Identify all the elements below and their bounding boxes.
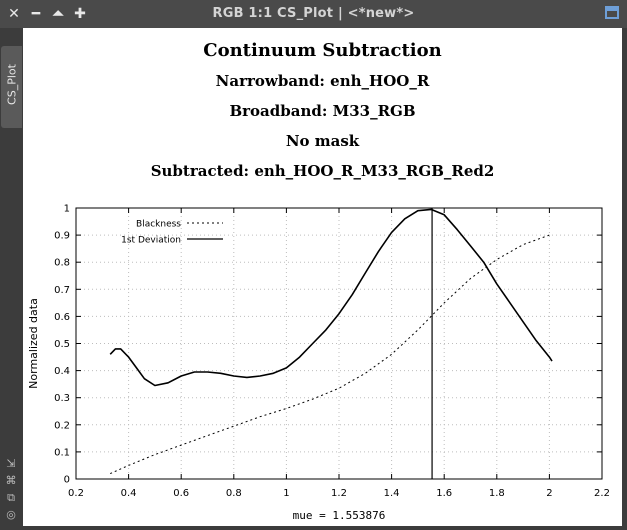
- clone-icon[interactable]: ⧉: [7, 491, 15, 504]
- blackness-series-line: [109, 234, 550, 475]
- x-tick-label: 0.2: [68, 488, 84, 499]
- chart-legend: Blackness 1st Deviation: [121, 220, 223, 246]
- maximize-icon[interactable]: ✚: [74, 6, 86, 22]
- side-buttons: ⇲ ⌘ ⧉ ◎: [4, 457, 18, 522]
- y-tick-label: 0.6: [54, 312, 70, 323]
- chart-ticks: 0.2 0.4 0.6 0.8 1 1.2 1.4 1.6 1.8 2 2.2 0 0.1 0.2 0.3 0…: [54, 204, 610, 500]
- y-tick-label: 0.8: [54, 258, 70, 269]
- chart-series: [109, 208, 553, 475]
- chart-svg: 0.2 0.4 0.6 0.8 1 1.2 1.4 1.6 1.8 2 2.2 0 0.1 0.2 0.3 0…: [27, 204, 610, 523]
- plot-frame: [75, 207, 603, 480]
- y-tick-label: 0: [64, 475, 70, 486]
- minimize-icon[interactable]: ━: [31, 6, 41, 22]
- narrowband-label: Narrowband: enh_HOO_R: [215, 72, 430, 90]
- collapse-arrow-icon[interactable]: ⇲: [6, 457, 16, 470]
- side-tab-cs-plot[interactable]: CS_Plot: [1, 46, 22, 128]
- x-tick-label: 1.8: [489, 488, 505, 499]
- broadband-label: Broadband: M33_RGB: [229, 102, 416, 120]
- fit-icon[interactable]: ⌘: [5, 474, 17, 487]
- mask-label: No mask: [285, 132, 360, 150]
- left-sidebar: CS_Plot ⇲ ⌘ ⧉ ◎: [0, 28, 23, 530]
- y-tick-label: 1: [64, 204, 70, 215]
- close-icon[interactable]: ✕: [8, 6, 20, 22]
- x-tick-label: 2: [546, 488, 552, 499]
- window-restore-icon[interactable]: [605, 6, 619, 19]
- shade-icon[interactable]: ⏶: [52, 6, 64, 22]
- window-title: RGB 1:1 CS_Plot | <*new*>: [212, 6, 415, 21]
- window-border-right: [622, 28, 627, 530]
- x-tick-label: 1.2: [331, 488, 347, 499]
- titlebar-controls: ✕ ━ ⏶ ✚: [6, 5, 88, 23]
- x-tick-label: 0.6: [173, 488, 189, 499]
- y-tick-label: 0.2: [54, 420, 70, 431]
- x-axis-label: mue = 1.553876: [293, 509, 386, 522]
- y-tick-label: 0.9: [54, 231, 70, 242]
- plot-title: Continuum Subtraction: [203, 40, 442, 61]
- settings-icon[interactable]: ◎: [6, 508, 16, 521]
- x-tick-label: 0.4: [121, 488, 137, 499]
- y-tick-label: 0.4: [54, 366, 70, 377]
- window-border-bottom: [23, 526, 627, 530]
- legend-label: Blackness: [136, 220, 181, 230]
- y-tick-label: 0.7: [54, 285, 70, 296]
- x-tick-label: 1.6: [436, 488, 452, 499]
- x-tick-label: 2.2: [594, 488, 610, 499]
- y-tick-label: 0.3: [54, 393, 70, 404]
- y-tick-label: 0.5: [54, 339, 70, 350]
- x-tick-label: 0.8: [226, 488, 242, 499]
- plot-canvas: Continuum Subtraction Narrowband: enh_HO…: [23, 28, 622, 526]
- deviation-series-line: [109, 208, 553, 387]
- x-tick-label: 1: [283, 488, 289, 499]
- chart-grid: [76, 208, 602, 479]
- subtracted-label: Subtracted: enh_HOO_R_M33_RGB_Red2: [150, 162, 495, 180]
- y-tick-label: 0.1: [54, 447, 70, 458]
- x-tick-label: 1.4: [384, 488, 400, 499]
- legend-label: 1st Deviation: [121, 236, 181, 246]
- y-axis-label: Normalized data: [27, 298, 40, 389]
- side-tab-label: CS_Plot: [5, 64, 19, 105]
- window-titlebar: ✕ ━ ⏶ ✚ RGB 1:1 CS_Plot | <*new*>: [0, 0, 627, 28]
